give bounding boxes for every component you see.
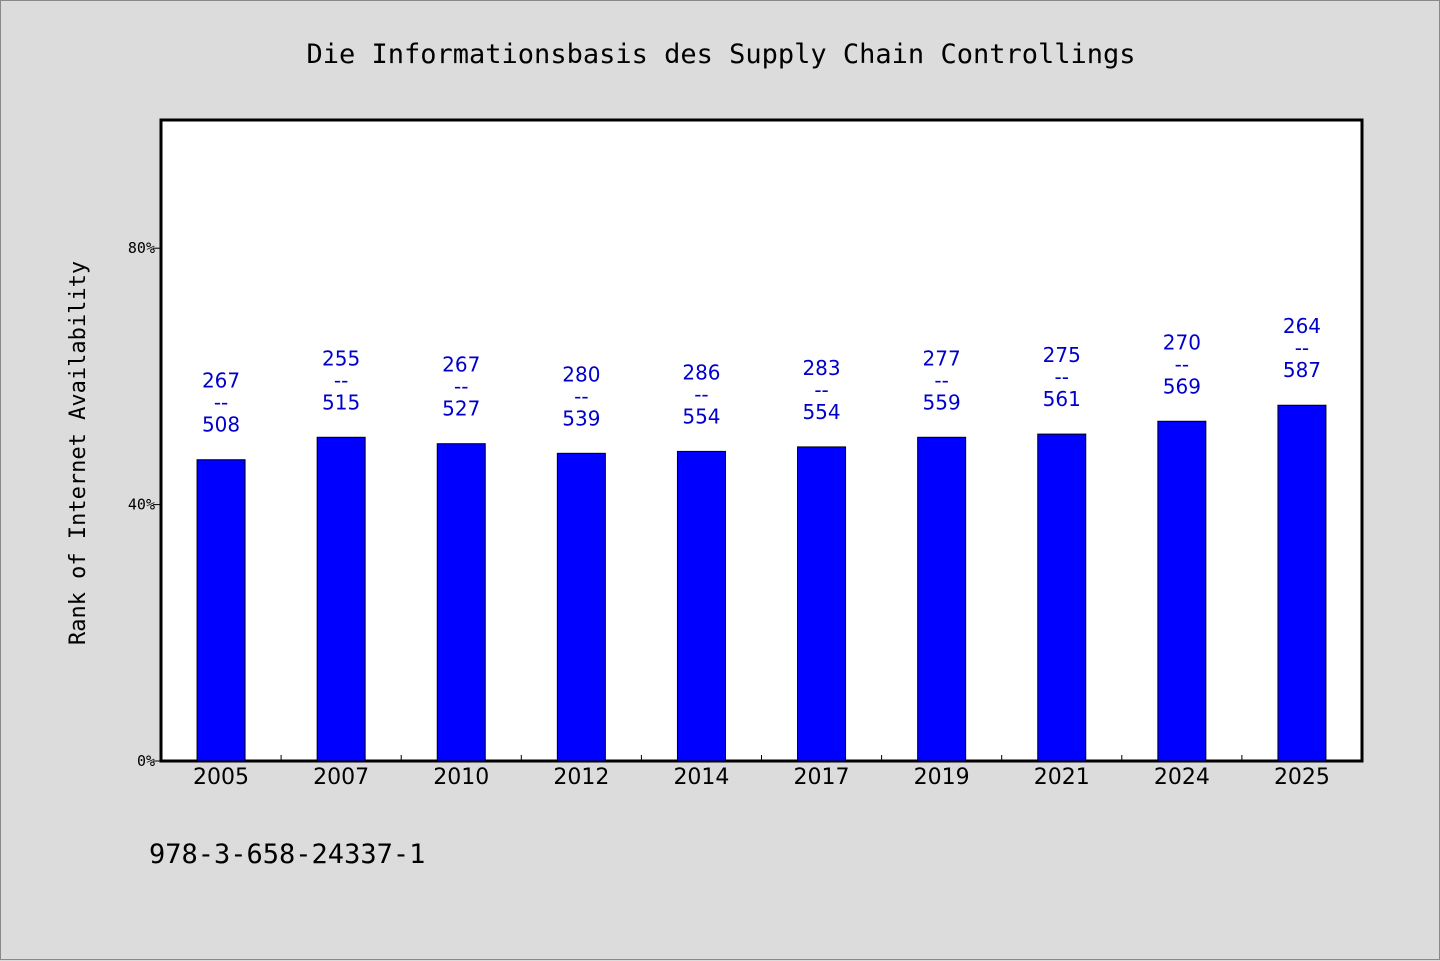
bars-group xyxy=(196,404,1327,762)
data-label-bottom-2017: 554 xyxy=(802,400,840,424)
data-label-top-2019: 277 xyxy=(923,346,961,370)
x-tick-label-2005: 2005 xyxy=(193,765,249,790)
data-label-top-2014: 286 xyxy=(682,360,720,384)
data-label-bottom-2005: 508 xyxy=(202,413,240,437)
data-label-bottom-2012: 539 xyxy=(562,406,600,430)
y-axis: 0% 40% 80% xyxy=(128,239,161,770)
data-label-bottom-2007: 515 xyxy=(322,390,360,414)
data-label-sep-2012: -- xyxy=(574,384,588,408)
data-label-sep-2017: -- xyxy=(814,378,828,402)
y-axis-label: Rank of Internet Availability xyxy=(66,261,91,645)
chart-title: Die Informationsbasis des Supply Chain C… xyxy=(306,39,1135,70)
isbn-footnote: 978-3-658-24337-1 xyxy=(149,839,425,870)
x-tick-label-2010: 2010 xyxy=(433,765,489,790)
data-label-top-2007: 255 xyxy=(322,346,360,370)
data-label-top-2025: 264 xyxy=(1283,314,1321,338)
data-label-bottom-2021: 561 xyxy=(1043,387,1081,411)
data-label-top-2021: 275 xyxy=(1043,343,1081,367)
data-label-sep-2010: -- xyxy=(454,375,468,399)
x-tick-label-2014: 2014 xyxy=(673,765,729,790)
x-tick-label-2017: 2017 xyxy=(794,765,850,790)
y-tick-label: 80% xyxy=(128,239,155,257)
bar-2012 xyxy=(556,452,606,762)
x-tick-label-2024: 2024 xyxy=(1154,765,1210,790)
data-labels-group: 508--267515--255527--267539--280554--286… xyxy=(202,314,1321,436)
x-tick-label-2012: 2012 xyxy=(553,765,609,790)
x-tick-label-2021: 2021 xyxy=(1034,765,1090,790)
bar-2021 xyxy=(1037,433,1087,762)
data-label-bottom-2014: 554 xyxy=(682,404,720,428)
y-tick-label: 0% xyxy=(137,752,155,770)
bar-2005 xyxy=(196,459,246,762)
data-label-top-2010: 267 xyxy=(442,353,480,377)
y-tick-label: 40% xyxy=(128,496,155,514)
data-label-sep-2019: -- xyxy=(934,368,948,392)
bar-2014 xyxy=(676,450,726,762)
data-label-sep-2007: -- xyxy=(334,368,348,392)
bar-2019 xyxy=(917,436,967,762)
data-label-sep-2024: -- xyxy=(1175,352,1189,376)
data-label-top-2005: 267 xyxy=(202,369,240,393)
x-tick-label-2025: 2025 xyxy=(1274,765,1330,790)
data-label-sep-2021: -- xyxy=(1055,365,1069,389)
data-label-sep-2005: -- xyxy=(214,391,228,415)
data-label-bottom-2024: 569 xyxy=(1163,374,1201,398)
x-tick-label-2007: 2007 xyxy=(313,765,369,790)
data-label-top-2017: 283 xyxy=(802,356,840,380)
data-label-sep-2025: -- xyxy=(1295,336,1309,360)
bar-2010 xyxy=(436,443,486,762)
x-tick-label-2019: 2019 xyxy=(914,765,970,790)
x-axis: 2005 2007 2010 2012 2014 2017 2019 2021 2024 2025 xyxy=(193,755,1330,790)
bar-2025 xyxy=(1277,404,1327,762)
bar-2007 xyxy=(316,436,366,762)
data-label-top-2024: 270 xyxy=(1163,330,1201,354)
bar-2017 xyxy=(797,446,847,762)
data-label-bottom-2019: 559 xyxy=(923,390,961,414)
data-label-top-2012: 280 xyxy=(562,362,600,386)
data-label-bottom-2025: 587 xyxy=(1283,358,1321,382)
data-label-sep-2014: -- xyxy=(694,382,708,406)
bar-2024 xyxy=(1157,420,1207,762)
data-label-bottom-2010: 527 xyxy=(442,397,480,421)
